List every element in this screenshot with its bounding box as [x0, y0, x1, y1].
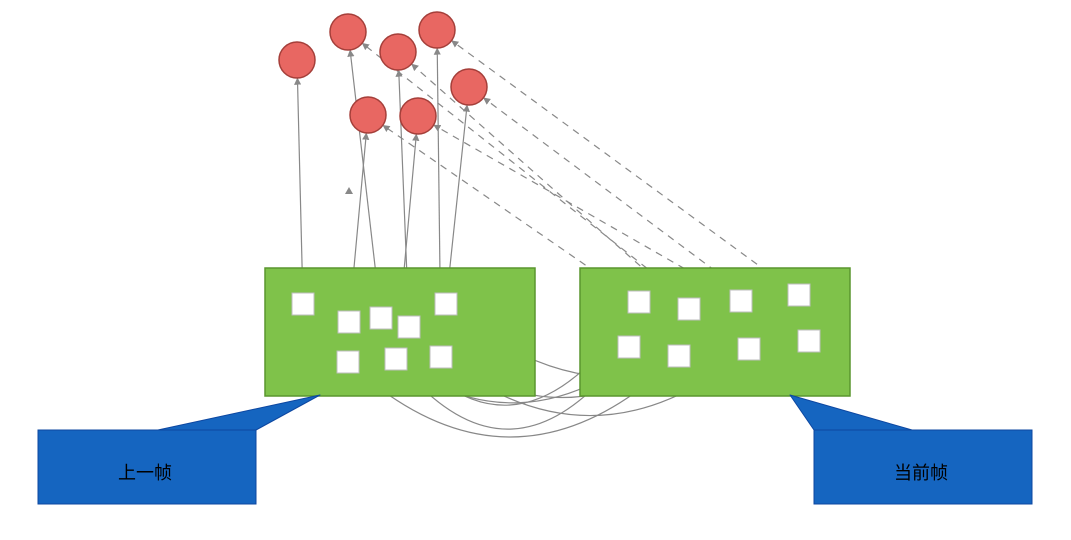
target-circle [400, 98, 436, 134]
current-callout-box [814, 430, 1032, 504]
curr-feature-square [618, 336, 640, 358]
prev-callout-pointer [158, 395, 320, 430]
curr-feature-square [738, 338, 760, 360]
target-circles [279, 12, 487, 134]
target-circle [350, 97, 386, 133]
curr-feature-square [730, 290, 752, 312]
target-circle [451, 69, 487, 105]
diagram-canvas [0, 0, 1071, 540]
curr-feature-square [678, 298, 700, 320]
prev-feature-square [337, 351, 359, 373]
dashed-connector [452, 41, 799, 295]
curr-feature-square [628, 291, 650, 313]
target-circle [279, 42, 315, 78]
prev-feature-square [370, 307, 392, 329]
curr-feature-square [798, 330, 820, 352]
prev-feature-square [430, 346, 452, 368]
callouts [38, 395, 1032, 504]
prev-feature-square [385, 348, 407, 370]
prev-callout-box [38, 430, 256, 504]
prev-feature-square [292, 293, 314, 315]
prev-feature-square [338, 311, 360, 333]
target-circle [419, 12, 455, 48]
target-circle [380, 34, 416, 70]
curr-feature-square [668, 345, 690, 367]
prev-feature-square [398, 316, 420, 338]
target-circle [330, 14, 366, 50]
stray-arrow-icon [345, 187, 353, 194]
curr-feature-square [788, 284, 810, 306]
prev-feature-square [435, 293, 457, 315]
current-callout-pointer [790, 395, 912, 430]
